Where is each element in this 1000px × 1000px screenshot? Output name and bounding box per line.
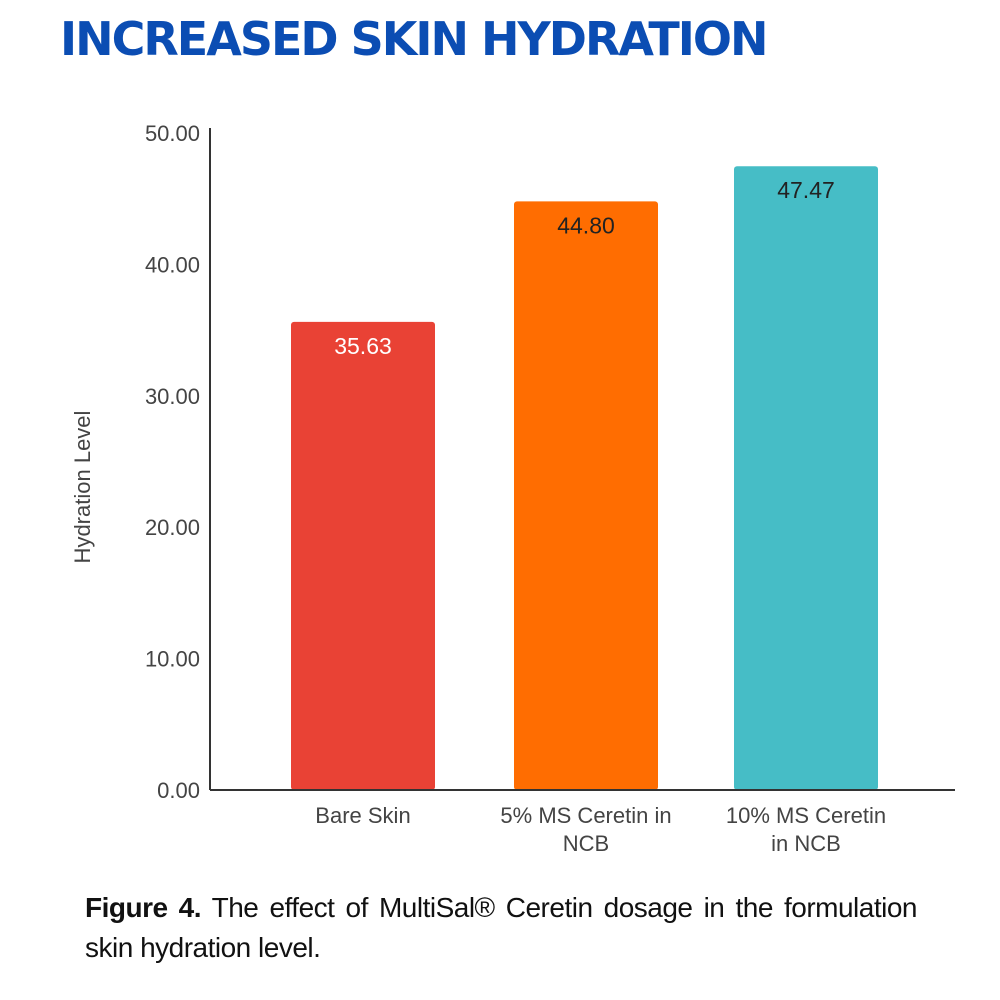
x-tick-label: 5% MS Ceretin in bbox=[500, 803, 671, 828]
y-tick-label: 20.00 bbox=[145, 515, 200, 540]
data-label: 35.63 bbox=[334, 333, 392, 359]
x-tick-label: NCB bbox=[563, 831, 609, 856]
y-tick-label: 50.00 bbox=[145, 121, 200, 146]
data-label: 47.47 bbox=[777, 177, 835, 203]
chart-title: INCREASED SKIN HYDRATION bbox=[60, 12, 769, 66]
bar bbox=[734, 166, 878, 790]
y-axis-label: Hydration Level bbox=[70, 411, 95, 564]
data-label: 44.80 bbox=[557, 212, 615, 238]
y-tick-label: 30.00 bbox=[145, 384, 200, 409]
figure-caption: Figure 4. The effect of MultiSal® Cereti… bbox=[85, 888, 918, 968]
x-tick-label: 10% MS Ceretin bbox=[726, 803, 886, 828]
x-tick-label: in NCB bbox=[771, 831, 841, 856]
y-tick-label: 10.00 bbox=[145, 647, 200, 672]
caption-text: The effect of MultiSal® Ceretin dosage i… bbox=[85, 892, 918, 963]
y-tick-label: 40.00 bbox=[145, 252, 200, 277]
x-tick-label: Bare Skin bbox=[315, 803, 410, 828]
caption-label: Figure 4. bbox=[85, 892, 202, 923]
bar bbox=[291, 321, 435, 790]
bar-chart: 0.00 10.00 20.00 30.00 40.00 50.00 Hydration L… bbox=[70, 121, 955, 856]
bar bbox=[514, 201, 658, 790]
y-tick-label: 0.00 bbox=[157, 778, 200, 803]
